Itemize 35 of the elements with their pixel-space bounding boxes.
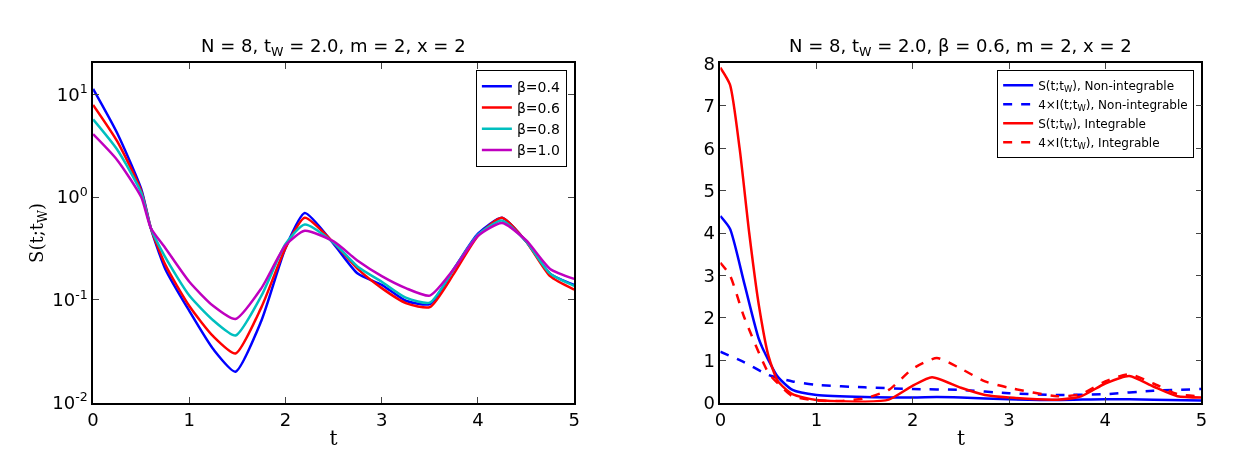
y-tick-label: 5 — [703, 179, 715, 201]
x-tick-label: 2 — [279, 408, 292, 430]
legend-label: S(t;t$_{W}$), Integrable — [1038, 116, 1146, 133]
y-tick-label: 6 — [703, 137, 715, 159]
x-tick-label: 4 — [1099, 408, 1111, 430]
chart-title: N = 8, t$_{W}$ = 2.0, m = 2, x = 2 — [201, 35, 466, 59]
y-tick-label: 1 — [703, 349, 715, 371]
x-tick-label: 5 — [568, 408, 580, 430]
y-tick-label: 3 — [703, 264, 715, 286]
y-tick-label: 10$^{-1}$ — [52, 286, 88, 311]
y-tick-label: 10$^{0}$ — [56, 183, 88, 208]
legend-label: S(t;t$_{W}$), Non-integrable — [1038, 78, 1175, 95]
legend-label: β=1.0 — [516, 142, 560, 159]
x-tick-label: 1 — [183, 408, 196, 430]
y-tick-label: 8 — [703, 52, 715, 74]
y-tick-label: 7 — [703, 95, 715, 117]
x-axis-title: t — [956, 425, 965, 450]
x-axis-title: t — [329, 425, 338, 450]
x-tick-label: 3 — [1003, 408, 1015, 430]
y-tick-label: 10$^{-2}$ — [52, 389, 88, 413]
x-tick-label: 3 — [376, 408, 388, 430]
chart-title: N = 8, t$_{W}$ = 2.0, β = 0.6, m = 2, x = 2 — [789, 35, 1132, 59]
y-tick-label: 4 — [703, 222, 715, 244]
y-tick-label: 2 — [703, 307, 715, 329]
x-tick-label: 5 — [1195, 408, 1208, 430]
y-tick-label: 10$^{1}$ — [56, 81, 88, 105]
x-tick-label: 4 — [472, 408, 484, 430]
legend-label: β=0.8 — [516, 121, 560, 138]
x-tick-label: 2 — [907, 408, 919, 430]
legend-label: 4×I(t;t$_{W}$), Integrable — [1038, 135, 1160, 152]
x-tick-label: 1 — [810, 408, 823, 430]
legend-label: 4×I(t;t$_{W}$), Non-integrable — [1038, 97, 1188, 114]
legend-label: β=0.4 — [516, 78, 560, 95]
legend-label: β=0.6 — [516, 100, 560, 117]
y-tick-label: 0 — [703, 391, 715, 413]
